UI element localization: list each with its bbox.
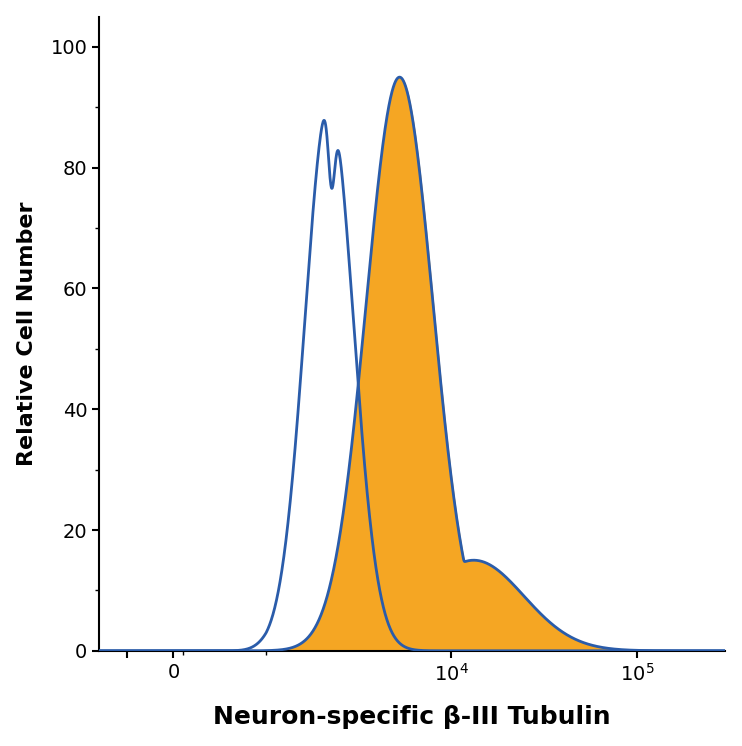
X-axis label: Neuron-specific β-III Tubulin: Neuron-specific β-III Tubulin — [214, 705, 611, 730]
Y-axis label: Relative Cell Number: Relative Cell Number — [16, 201, 36, 466]
